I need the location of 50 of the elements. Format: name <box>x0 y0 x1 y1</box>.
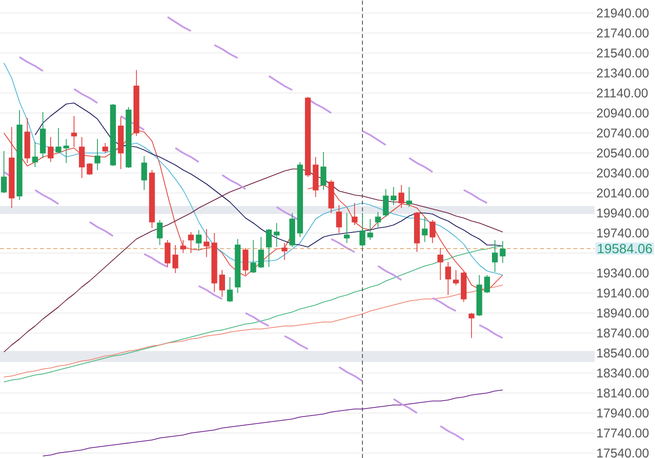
candlestick <box>282 242 288 260</box>
y-tick-label: 17540.00 <box>597 448 649 458</box>
candlestick <box>352 202 358 226</box>
candlestick <box>398 184 404 208</box>
candlestick <box>375 212 381 228</box>
candlestick <box>172 244 178 274</box>
y-tick-label: 20940.00 <box>596 108 649 118</box>
y-tick-label: 21140.00 <box>596 88 648 98</box>
candlestick <box>360 212 366 248</box>
y-tick-label: 19140.00 <box>597 288 649 298</box>
candlestick <box>274 222 280 248</box>
y-tick-label: 20140.00 <box>596 188 649 198</box>
y-tick-label: 18940.00 <box>597 308 649 318</box>
candlestick <box>149 170 155 228</box>
candlestick <box>312 156 319 198</box>
y-tick-label: 18540.00 <box>597 348 649 358</box>
candlestick <box>32 142 38 168</box>
candlestick <box>320 152 326 190</box>
candlestick <box>297 162 303 238</box>
y-tick-label: 19940.00 <box>597 208 649 218</box>
y-tick-label: 17940.00 <box>597 408 649 418</box>
y-tick-label: 20540.00 <box>596 148 649 158</box>
y-tick-label: 21940.00 <box>596 8 649 18</box>
candlestick <box>94 138 100 170</box>
y-tick-label: 21740.00 <box>596 28 649 38</box>
y-tick-label: 18140.00 <box>597 388 649 398</box>
y-tick-label: 21540.00 <box>596 48 649 58</box>
candlestick <box>430 220 436 244</box>
candlestick <box>78 136 85 178</box>
candlestick <box>336 204 342 234</box>
y-tick-label: 19740.00 <box>597 228 649 238</box>
candlestick <box>492 240 498 272</box>
candlestick <box>188 232 194 254</box>
candlestick <box>16 110 22 200</box>
candlestick <box>219 270 226 298</box>
y-tick-label: 18340.00 <box>597 368 649 378</box>
candlestick <box>40 112 46 158</box>
candlestick <box>445 262 452 296</box>
y-tick-label: 20740.00 <box>596 128 649 138</box>
candlestick <box>453 270 459 286</box>
y-tick-label: 17740.00 <box>597 428 649 438</box>
y-tick-label: 21340.00 <box>596 68 649 78</box>
candlestick <box>164 240 170 268</box>
y-tick-label: 20340.00 <box>596 168 649 178</box>
y-tick-label: 18740.00 <box>597 328 649 338</box>
candlestick <box>390 186 396 206</box>
ref-line-label: 19584.06 <box>598 244 652 254</box>
candlestick <box>242 248 248 276</box>
y-tick-label: 19340.00 <box>597 268 649 278</box>
candlestick <box>204 228 210 258</box>
